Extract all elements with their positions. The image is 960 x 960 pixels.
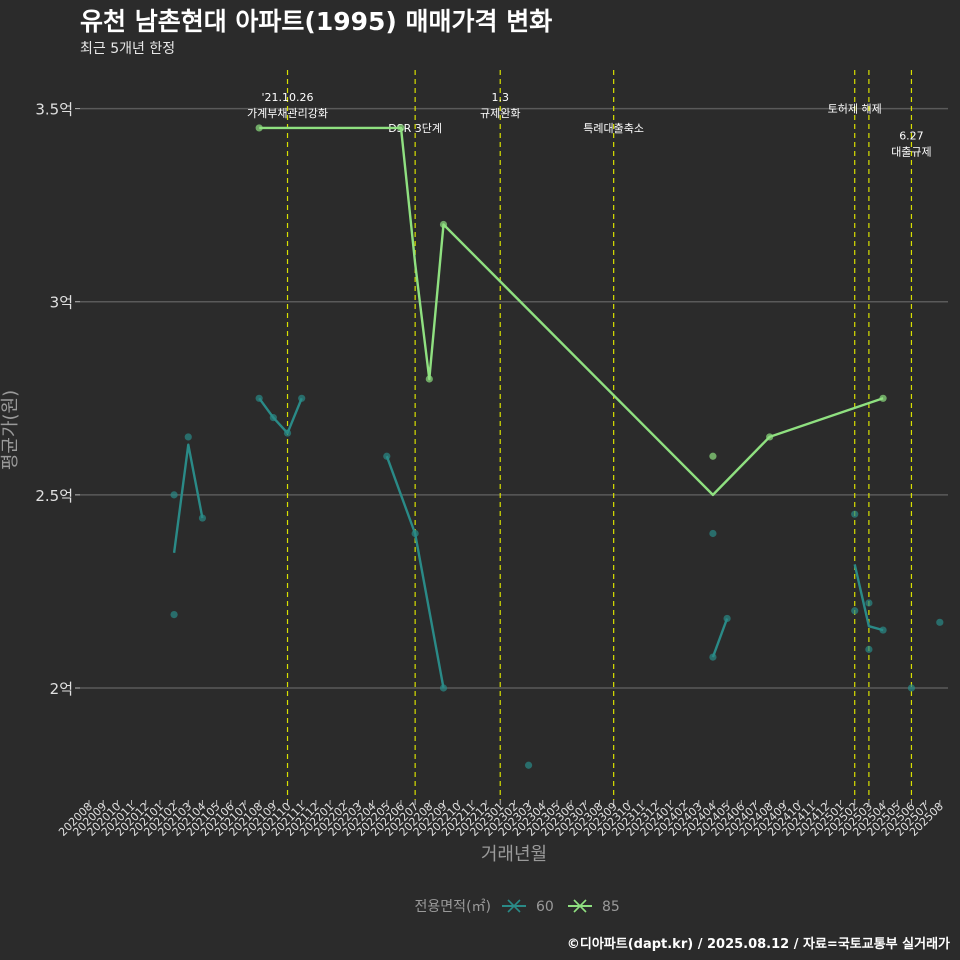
chart-subtitle: 최근 5개년 한정 bbox=[80, 41, 176, 57]
series-85-point bbox=[425, 375, 433, 383]
series-60-point bbox=[255, 394, 263, 402]
series-85-line bbox=[259, 126, 884, 497]
y-axis: 2억 2.5억 3억 3.5억 bbox=[35, 101, 80, 698]
data-series bbox=[170, 124, 944, 769]
event-label: 6.27 bbox=[899, 130, 924, 143]
series-85-point bbox=[255, 124, 263, 132]
series-60-line bbox=[172, 443, 204, 553]
gridlines bbox=[80, 107, 948, 689]
series-60-point bbox=[170, 491, 178, 499]
legend-label-60: 60 bbox=[536, 899, 554, 915]
series-60-point bbox=[851, 607, 859, 615]
series-60-point bbox=[283, 429, 292, 437]
series-60-point bbox=[524, 761, 533, 769]
series-60-point bbox=[411, 529, 419, 538]
series-60-point bbox=[709, 529, 717, 538]
series-60-line bbox=[258, 397, 303, 435]
series-60-point bbox=[865, 599, 873, 607]
series-60-point bbox=[184, 433, 192, 441]
event-label: '21.10.26 bbox=[262, 91, 314, 104]
legend: 전용면적(㎡) 60 85 bbox=[415, 899, 620, 915]
series-85-point bbox=[879, 394, 887, 402]
series-85-point bbox=[709, 452, 717, 460]
series-85-point bbox=[397, 124, 405, 132]
series-60-line bbox=[711, 618, 729, 658]
series-60-point bbox=[879, 626, 887, 634]
y-axis-label: 평균가(원) bbox=[0, 390, 21, 470]
x-axis: 2020082020092020102020112020122021012021… bbox=[56, 800, 946, 839]
series-60-point bbox=[936, 618, 944, 626]
series-60-point bbox=[439, 684, 448, 692]
y-tick-label: 3.5억 bbox=[35, 101, 73, 119]
series-85-point bbox=[766, 433, 774, 441]
event-label: 가계부채관리강화 bbox=[247, 107, 328, 120]
legend-key-cross bbox=[573, 899, 587, 913]
series-60-point bbox=[298, 394, 306, 402]
y-tick-label: 3억 bbox=[50, 294, 73, 312]
series-60-point bbox=[851, 510, 859, 518]
event-label: 1.3 bbox=[491, 91, 509, 104]
series-60-point bbox=[383, 452, 391, 460]
y-tick-label: 2.5억 bbox=[35, 487, 73, 505]
event-label: 특례대출축소 bbox=[583, 122, 644, 135]
series-60-line bbox=[853, 564, 884, 632]
x-axis-label: 거래년월 bbox=[481, 844, 547, 865]
series-60-point bbox=[723, 614, 731, 623]
series-60-point bbox=[907, 684, 916, 692]
event-label: 토허제 해제 bbox=[828, 101, 882, 115]
source-caption: ©디아파트(dapt.kr) / 2025.08.12 / 자료=국토교통부 실… bbox=[566, 937, 950, 952]
legend-title: 전용면적(㎡) bbox=[415, 899, 491, 915]
series-60-point bbox=[170, 611, 178, 619]
series-60-point bbox=[709, 653, 717, 661]
series-60-point bbox=[269, 414, 277, 422]
series-60-point bbox=[865, 645, 873, 653]
event-label: 대출규제 bbox=[891, 146, 931, 159]
series-60-line bbox=[385, 455, 445, 689]
chart-title: 유천 남촌현대 아파트(1995) 매매가격 변화 bbox=[80, 7, 553, 36]
legend-key-cross bbox=[507, 899, 521, 913]
event-label: 규제완화 bbox=[480, 107, 520, 120]
series-60-point bbox=[198, 514, 207, 522]
y-tick-label: 2억 bbox=[50, 680, 73, 698]
legend-label-85: 85 bbox=[602, 899, 620, 915]
series-85-point bbox=[439, 220, 448, 229]
